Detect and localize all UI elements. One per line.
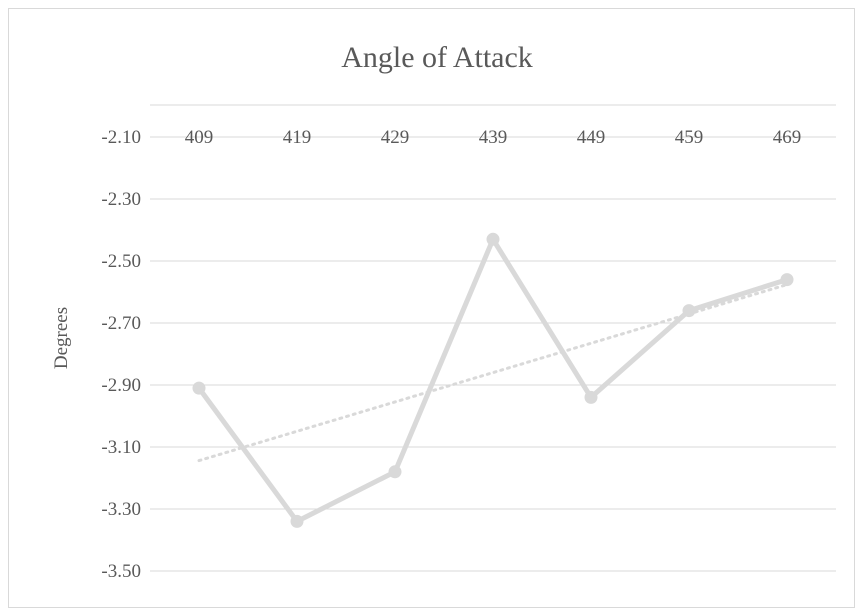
y-tick-label: -2.30 [101, 189, 141, 210]
y-tick-label: -2.50 [101, 251, 141, 272]
x-tick-label: 409 [185, 127, 214, 148]
y-tick-label: -2.90 [101, 375, 141, 396]
trendline-layer [197, 283, 789, 463]
x-tick-label: 439 [479, 127, 508, 148]
chart-title: Angle of Attack [341, 41, 533, 74]
data-point [290, 514, 304, 528]
series-layer [192, 232, 794, 528]
y-tick-label: -3.30 [101, 499, 141, 520]
data-point [682, 304, 696, 318]
x-tick-label: 419 [283, 127, 312, 148]
y-tick-label: -2.10 [101, 127, 141, 148]
x-tick-label: 459 [675, 127, 704, 148]
gridlines [150, 104, 836, 572]
chart-frame [8, 8, 855, 608]
data-point [192, 381, 206, 395]
data-point [486, 232, 500, 246]
y-tick-label: -3.10 [101, 437, 141, 458]
x-tick-label: 449 [577, 127, 606, 148]
x-axis-ticks: 409 419 429 439 449 459 469 [185, 127, 802, 148]
data-point [780, 273, 794, 287]
data-point [388, 465, 402, 479]
y-axis-label: Degrees [51, 307, 72, 369]
series-line [196, 236, 790, 524]
data-point [584, 390, 598, 404]
y-axis-ticks: -2.10 -2.30 -2.50 -2.70 -2.90 -3.10 -3.30 -3.50 [101, 127, 141, 582]
x-tick-label: 429 [381, 127, 410, 148]
x-tick-label: 469 [773, 127, 802, 148]
y-tick-label: -3.50 [101, 561, 141, 582]
y-tick-label: -2.70 [101, 313, 141, 334]
trendline [197, 283, 789, 463]
line-chart: Angle of Attack Degrees -2.10-2.30-2.50-… [51, 41, 836, 582]
